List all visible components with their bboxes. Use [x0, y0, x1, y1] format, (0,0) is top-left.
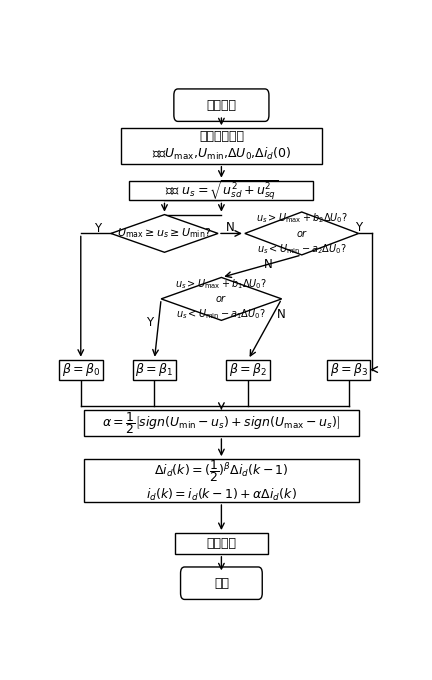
Text: N: N [226, 221, 234, 234]
Text: 结束: 结束 [214, 577, 229, 590]
Text: $\Delta i_d(k) = (\dfrac{1}{2})^{\beta}\Delta i_d(k-1)$
$i_d(k) = i_d(k-1) + \al: $\Delta i_d(k) = (\dfrac{1}{2})^{\beta}\… [146, 458, 297, 503]
FancyBboxPatch shape [174, 89, 269, 122]
Text: $\beta = \beta_3$: $\beta = \beta_3$ [330, 361, 368, 378]
Bar [59, 360, 102, 379]
Text: Y: Y [355, 221, 362, 234]
Polygon shape [161, 277, 282, 320]
Text: 限幅输出: 限幅输出 [206, 537, 236, 550]
Text: $\beta = \beta_2$: $\beta = \beta_2$ [229, 361, 267, 378]
Text: $\beta = \beta_1$: $\beta = \beta_1$ [135, 361, 174, 378]
Bar [327, 360, 370, 379]
Text: $u_s > U_{\max} + b_1\Delta U_0$?
$or$
$u_s < U_{\min} - a_1\Delta U_0$?: $u_s > U_{\max} + b_1\Delta U_0$? $or$ $… [175, 277, 267, 321]
Bar [175, 533, 268, 554]
Text: $\alpha = \dfrac{1}{2}\left[sign(U_{\min} - u_s) + sign(U_{\max} - u_s)\right]$: $\alpha = \dfrac{1}{2}\left[sign(U_{\min… [102, 410, 340, 436]
Bar [226, 360, 270, 379]
Bar [129, 181, 314, 201]
Bar [121, 129, 322, 164]
Text: $\beta = \beta_0$: $\beta = \beta_0$ [62, 361, 100, 378]
Text: $U_{\max} \geq u_s \geq U_{\min}$?: $U_{\max} \geq u_s \geq U_{\min}$? [118, 226, 212, 240]
Text: 采集直流电压
计算$U_{\max}$,$U_{\min}$,$\Delta U_0$,$\Delta i_d$(0): 采集直流电压 计算$U_{\max}$,$U_{\min}$,$\Delta U… [152, 131, 291, 162]
Bar [133, 360, 176, 379]
Text: 计算 $u_s = \sqrt{u_{sd}^2 + u_{sq}^2}$: 计算 $u_s = \sqrt{u_{sd}^2 + u_{sq}^2}$ [165, 179, 278, 203]
Text: $u_s > U_{\max} + b_2\Delta U_0$?
$or$
$u_s < U_{\min} - a_2\Delta U_0$?: $u_s > U_{\max} + b_2\Delta U_0$? $or$ $… [256, 211, 348, 256]
Text: N: N [277, 308, 286, 321]
Polygon shape [245, 212, 359, 255]
Bar [84, 459, 359, 502]
Bar [84, 410, 359, 436]
Text: Y: Y [146, 316, 153, 329]
Text: 启动弱磁: 启动弱磁 [206, 99, 236, 112]
Text: N: N [264, 258, 273, 271]
Polygon shape [111, 215, 218, 252]
Text: Y: Y [94, 222, 101, 235]
FancyBboxPatch shape [181, 567, 262, 600]
